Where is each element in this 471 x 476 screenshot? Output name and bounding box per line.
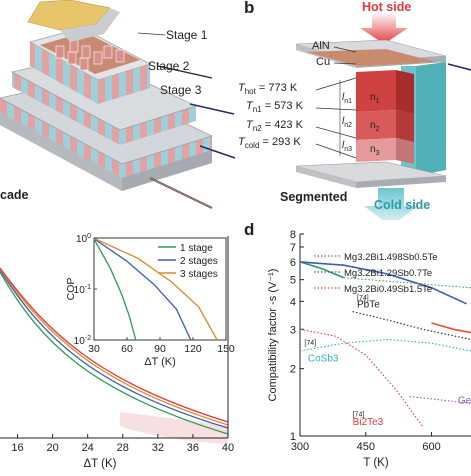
y-tick-label-4: 5 <box>290 275 296 287</box>
stage1-label: Stage 1 <box>166 28 207 42</box>
ref-bi2te3: [74] <box>353 412 365 419</box>
panel-b: b <box>236 0 471 220</box>
cold-side-label: Cold side <box>374 198 430 212</box>
temp-n1-value: 573 K <box>274 100 303 112</box>
x-tick-label-2: 600 <box>422 441 440 453</box>
panel-a: Stage 1 Stage 2 Stage 3 cade <box>0 0 235 210</box>
y-tick-label-1: 2 <box>290 364 296 376</box>
y-tick-label-3: 4 <box>290 296 296 308</box>
leg-n1-label: n1 <box>370 92 379 105</box>
x-axis-label: T (K) <box>363 457 389 469</box>
cu-label: Cu <box>316 56 330 68</box>
legend-label-0: Mg3.2Bi1.498Sb0.5Te <box>344 252 437 263</box>
hot-side-label: Hot side <box>362 0 411 14</box>
series-line-3 <box>353 312 471 340</box>
legend-label-1: 2 stages <box>180 256 218 267</box>
inset-y-label: COP <box>65 278 77 301</box>
annotation-cosb3: CoSb3 <box>308 354 339 365</box>
y-axis-label: Compatibility factor -s (V⁻¹) <box>267 269 279 402</box>
y-tick-label-5: 6 <box>290 257 296 269</box>
y-tick-label-2: 3 <box>290 324 296 336</box>
legend-label-2: Mg3.2Bi0.49Sb1.5Te <box>344 284 432 295</box>
x-axis-label: ΔT (K) <box>83 458 116 470</box>
legend-label-2: 3 stages <box>180 269 218 280</box>
x-tick-label-3: 28 <box>117 442 129 454</box>
x-tick-label-1: 450 <box>357 441 375 453</box>
panel-b-caption: Segmented <box>280 190 347 204</box>
x-tick-label-2: 24 <box>82 442 94 454</box>
temp-n2: Tn2 = 423 K <box>246 119 303 133</box>
inset-x-tick-label-1: 60 <box>121 343 133 355</box>
panel-d-letter: d <box>244 220 254 240</box>
aln-label: AlN <box>312 40 330 52</box>
y-tick-label-7: 8 <box>290 229 296 241</box>
x-tick-label-0: 16 <box>11 442 23 454</box>
y-tick-label-6: 7 <box>290 242 296 254</box>
length-n3: ln3 <box>342 140 352 153</box>
temp-n2-value: 423 K <box>274 119 303 131</box>
ref-pbte: [74] <box>357 295 369 302</box>
panel-a-caption: cade <box>0 188 29 202</box>
hot-side-arrow <box>360 12 408 44</box>
annotation-ge: Ge <box>458 395 471 406</box>
leg-n1 <box>356 70 396 112</box>
inset-x-tick-label-4: 150 <box>217 343 235 355</box>
stage2-label: Stage 2 <box>148 59 189 73</box>
temp-cold: Tcold = 293 K <box>238 136 301 150</box>
legend-label-1: Mg3.2Bi1.29Sb0.7Te <box>344 268 432 279</box>
temp-n1: Tn1 = 573 K <box>246 100 303 114</box>
legend-label-0: 1 stage <box>180 243 213 254</box>
inset-x-tick-label-2: 90 <box>154 343 166 355</box>
inset-x-label: ΔT (K) <box>144 356 176 368</box>
series-line-2 <box>432 323 471 333</box>
temp-hot-value: 773 K <box>268 82 297 94</box>
length-n2: ln2 <box>342 116 352 129</box>
series-line-4 <box>300 340 471 352</box>
inset-x-tick-label-3: 120 <box>184 343 202 355</box>
temp-cold-value: 293 K <box>272 136 301 148</box>
x-tick-label-4: 32 <box>152 442 164 454</box>
x-tick-label-5: 36 <box>187 442 199 454</box>
leg-n2-label: n2 <box>370 120 379 133</box>
stage3-label: Stage 3 <box>160 83 201 97</box>
inset-y-tick-label-2: 100 <box>76 233 91 245</box>
inset-x-tick-label-0: 30 <box>88 343 100 355</box>
x-tick-label-6: 40 <box>222 442 234 454</box>
ref-cosb3: [74] <box>304 340 316 347</box>
temp-hot: Thot = 773 K <box>238 82 297 96</box>
x-tick-label-0: 300 <box>291 441 309 453</box>
x-tick-label-1: 20 <box>46 442 58 454</box>
length-n1: ln1 <box>342 92 352 105</box>
leg-n3-label: n3 <box>370 144 379 157</box>
